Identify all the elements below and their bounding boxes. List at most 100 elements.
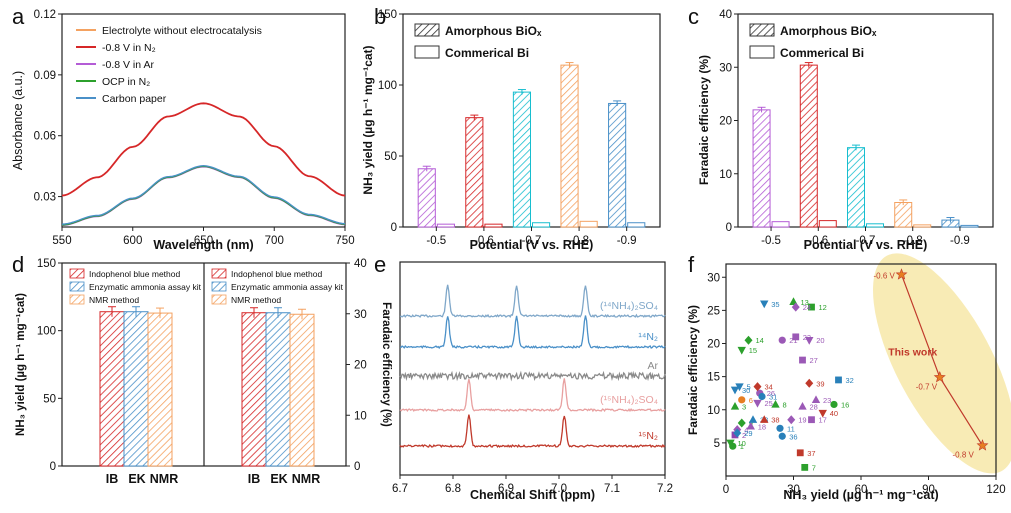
this-work-star xyxy=(895,268,908,280)
legend-label: Electrolyte without electrocatalysis xyxy=(102,25,262,37)
scatter-point-label: 4 xyxy=(744,426,748,435)
x-tick-label: 700 xyxy=(265,235,284,247)
bar-amorphous xyxy=(417,168,436,228)
scatter-point xyxy=(753,382,762,392)
y-tick-label: 50 xyxy=(43,393,56,405)
bar-commercial xyxy=(532,222,551,228)
scatter-point-label: 38 xyxy=(771,416,779,425)
bar-method xyxy=(123,311,149,467)
bar-commercial xyxy=(866,223,884,228)
y-tick-label: 30 xyxy=(707,272,720,284)
bar-commercial xyxy=(484,223,503,228)
panel-letter-f: f xyxy=(688,252,695,277)
scatter-point-label: 2 xyxy=(742,431,746,440)
bar-amorphous xyxy=(894,202,913,228)
spectrum-line xyxy=(399,378,666,413)
scatter-point xyxy=(746,421,755,430)
y2-tick-label: 30 xyxy=(354,309,367,321)
scatter-point-label: 20 xyxy=(816,336,824,345)
scatter-point xyxy=(738,396,746,404)
scatter-point-label: 11 xyxy=(787,424,795,433)
scatter-point-label: 7 xyxy=(812,463,816,472)
legend-label: Commerical Bi xyxy=(445,46,529,60)
scatter-point xyxy=(778,432,786,440)
panel-b-ylabel: NH₃ yield (µg h⁻¹ mg⁻¹cat) xyxy=(361,45,375,194)
x-tick-label: 120 xyxy=(986,484,1005,496)
panel-letter-c: c xyxy=(688,4,699,29)
bar-amorphous xyxy=(560,64,579,228)
panel-d-y2label: Faradaic efficiency (%) xyxy=(380,302,392,427)
bar-amorphous xyxy=(465,117,484,228)
this-work-point-label: -0.7 V xyxy=(916,382,938,391)
series-line xyxy=(61,164,346,225)
scatter-point-label: 26 xyxy=(767,389,775,398)
x-tick-label: 6.7 xyxy=(392,483,408,495)
scatter-point xyxy=(805,378,814,388)
y-tick-label: 0.09 xyxy=(34,70,56,82)
scatter-point-label: 29 xyxy=(744,429,752,438)
y2-tick-label: 0 xyxy=(354,461,360,473)
y2-tick-label: 40 xyxy=(354,258,367,270)
category-label: NMR xyxy=(150,472,178,486)
y-tick-label: 20 xyxy=(719,116,732,128)
legend-label: Enzymatic ammonia assay kit xyxy=(231,282,344,292)
scatter-point xyxy=(792,333,800,341)
legend-label: Amorphous BiOₓ xyxy=(445,24,542,38)
y-tick-label: 150 xyxy=(37,258,56,270)
this-work-point-label: -0.8 V xyxy=(953,451,975,460)
bar-method xyxy=(99,311,125,467)
spectrum-line xyxy=(399,284,666,318)
bar-commercial xyxy=(818,220,837,228)
x-tick-label: 60 xyxy=(855,484,868,496)
this-work-label: This work xyxy=(888,346,937,358)
scatter-point-label: 1 xyxy=(740,442,744,451)
x-tick-label: -0.7 xyxy=(522,235,542,247)
panel-a-ylabel: Absorbance (a.u.) xyxy=(11,71,25,170)
bar-amorphous xyxy=(608,102,627,228)
x-tick-label: -0.7 xyxy=(856,235,876,247)
scatter-point xyxy=(760,415,769,423)
x-tick-label: 90 xyxy=(922,484,935,496)
y-tick-label: 0 xyxy=(726,222,732,234)
panel-a-xlabel: Wavelength (nm) xyxy=(153,238,253,252)
category-label: NMR xyxy=(292,472,320,486)
panel-f-xlabel: NH₃ yield (µg h⁻¹ mg⁻¹cat) xyxy=(783,488,938,502)
y-tick-label: 0.03 xyxy=(34,192,56,204)
scatter-point xyxy=(744,335,753,345)
scatter-point-label: 34 xyxy=(765,383,773,392)
x-tick-label: 6.8 xyxy=(445,483,461,495)
y-tick-label: 100 xyxy=(37,326,56,338)
scatter-point xyxy=(808,416,815,424)
bar-method xyxy=(147,312,173,467)
bar-commercial xyxy=(579,220,598,228)
scatter-point-label: 24 xyxy=(803,303,811,312)
scatter-point-label: 35 xyxy=(771,300,779,309)
spectrum-label: ¹⁴N₂ xyxy=(638,331,658,343)
panel-c-frame xyxy=(737,13,994,228)
category-label: IB xyxy=(248,472,261,486)
scatter-point-label: 21 xyxy=(789,336,797,345)
y-tick-label: 25 xyxy=(707,305,720,317)
legend-label: NMR method xyxy=(89,295,139,305)
scatter-point-label: 19 xyxy=(798,416,806,425)
series-line xyxy=(61,102,346,197)
x-tick-label: 600 xyxy=(123,235,142,247)
x-tick-label: -0.5 xyxy=(761,235,781,247)
legend-swatch xyxy=(414,23,440,37)
x-tick-label: -0.6 xyxy=(808,235,828,247)
bar-amorphous xyxy=(799,64,818,228)
scatter-point-label: 6 xyxy=(749,396,753,405)
scatter-point xyxy=(791,302,800,312)
panel-b-xlabel: Potential (V vs. RHE) xyxy=(470,238,594,252)
y-tick-label: 0 xyxy=(50,461,56,473)
y-tick-label: 150 xyxy=(378,9,397,21)
bar-commercial xyxy=(960,224,979,228)
scatter-point xyxy=(805,336,814,345)
y-tick-label: 0.12 xyxy=(34,9,56,21)
scatter-point-label: 3 xyxy=(742,402,746,411)
scatter-point-label: 14 xyxy=(756,336,764,345)
legend-label: Indophenol blue method xyxy=(89,269,180,279)
legend-label: Indophenol blue method xyxy=(231,269,322,279)
legend-label: -0.8 V in Ar xyxy=(102,59,154,71)
